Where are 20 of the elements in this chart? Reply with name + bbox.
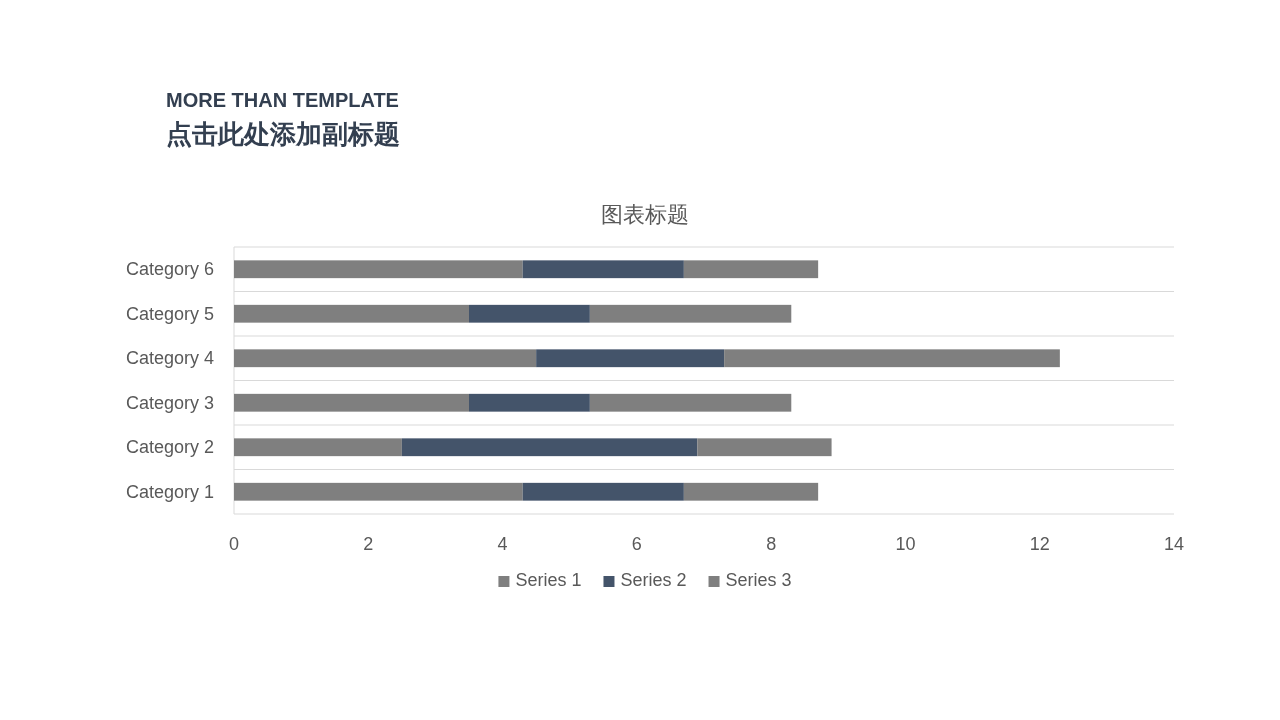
- legend-label: Series 1: [515, 570, 582, 590]
- tick-label: 0: [229, 534, 239, 554]
- tick-label: 8: [766, 534, 777, 554]
- category-label: Category 6: [125, 259, 214, 280]
- category-label: Category 4: [125, 348, 214, 369]
- category-label: Category 5: [125, 303, 214, 324]
- annotation: 点击此处添加副标题: [166, 119, 400, 149]
- title: 图表标题: [601, 202, 689, 227]
- tick-label: 10: [895, 534, 916, 554]
- annotation: MORE THAN TEMPLATE: [166, 89, 399, 111]
- tick-label: 12: [1029, 534, 1050, 554]
- legend-label: Series 2: [620, 570, 687, 590]
- category-label: Category 2: [125, 437, 214, 458]
- legend-label: Series 3: [725, 570, 792, 590]
- category-label: Category 1: [125, 481, 214, 502]
- category-label: Category 3: [125, 392, 214, 413]
- tick-label: 14: [1164, 534, 1184, 554]
- tick-label: 6: [631, 534, 642, 554]
- tick-label: 2: [363, 534, 374, 554]
- tick-label: 4: [497, 534, 508, 554]
